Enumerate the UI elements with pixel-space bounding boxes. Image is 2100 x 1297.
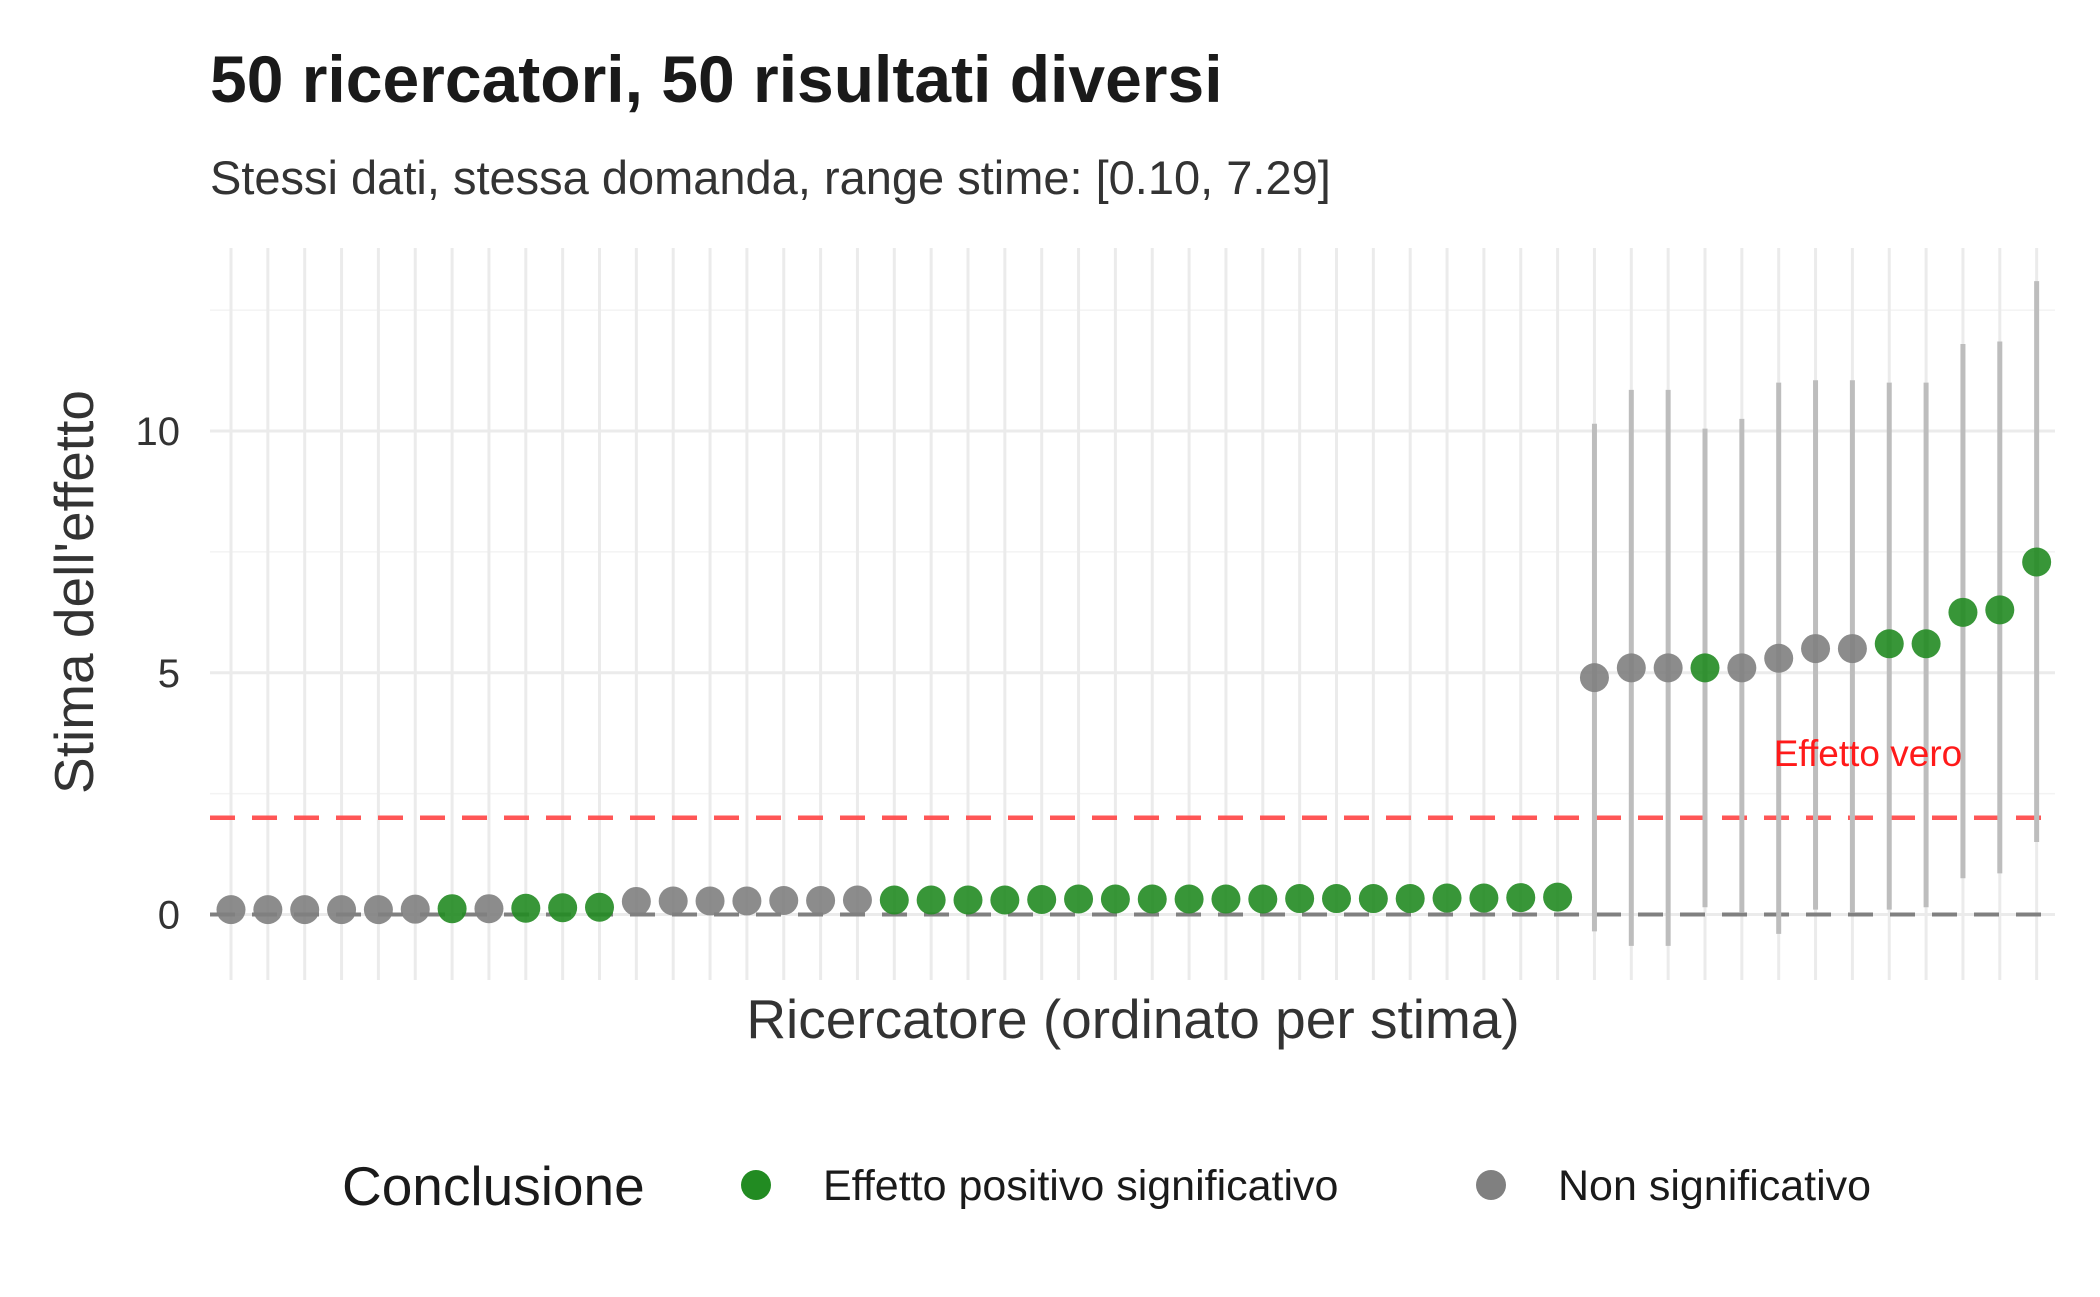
data-point [327, 895, 357, 925]
data-point [437, 894, 467, 924]
data-point [585, 892, 614, 922]
data-point [1948, 597, 1978, 627]
data-point [1727, 653, 1757, 683]
y-tick-label: 10 [136, 410, 181, 454]
data-point [1174, 884, 1204, 914]
data-point [621, 886, 651, 916]
data-point [216, 895, 246, 925]
data-point [953, 885, 983, 915]
data-point [1653, 653, 1683, 683]
data-point [1322, 884, 1351, 914]
legend-key-not-significant [1476, 1170, 1506, 1200]
data-point [769, 885, 799, 915]
data-point [1506, 883, 1536, 913]
data-point [806, 885, 836, 915]
data-point [842, 885, 872, 915]
data-point [879, 885, 909, 915]
data-point [1027, 885, 1057, 915]
legend-key-significant [741, 1170, 771, 1200]
data-points [216, 547, 2052, 925]
chart-subtitle: Stessi dati, stessa domanda, range stime… [210, 151, 1331, 204]
data-point [1137, 884, 1167, 914]
data-point [1690, 653, 1720, 683]
data-point [695, 886, 725, 916]
data-point [1911, 629, 1941, 659]
data-point [1874, 629, 1904, 659]
legend-label-significant: Effetto positivo significativo [823, 1162, 1338, 1210]
data-point [400, 894, 430, 924]
data-point [1469, 883, 1499, 913]
data-point [916, 885, 946, 915]
data-point [511, 893, 541, 923]
data-point [658, 886, 688, 916]
data-point [1100, 884, 1130, 914]
y-tick-label: 5 [158, 652, 180, 696]
y-axis-ticks: 0 5 10 [136, 410, 181, 938]
legend-title: Conclusione [342, 1155, 645, 1217]
x-axis-title: Ricercatore (ordinato per stima) [746, 988, 1519, 1050]
data-point [1985, 595, 2015, 625]
data-point [1543, 882, 1573, 912]
data-point [1432, 883, 1462, 913]
data-point [2022, 547, 2052, 577]
chart-title: 50 ricercatori, 50 risultati diversi [210, 42, 1223, 116]
data-point [1248, 884, 1278, 914]
y-axis-title: Stima dell'effetto [43, 390, 105, 794]
data-point [990, 885, 1020, 915]
data-point [1837, 634, 1867, 664]
data-point [1764, 643, 1794, 673]
data-point [1358, 884, 1388, 914]
data-point [1616, 653, 1646, 683]
data-point [1064, 884, 1094, 914]
data-point [363, 895, 393, 925]
data-point [1579, 663, 1609, 693]
data-point [1211, 884, 1241, 914]
data-point [548, 893, 578, 923]
legend: Conclusione Effetto positivo significati… [342, 1155, 1871, 1217]
data-point [474, 894, 504, 924]
data-point [732, 886, 762, 916]
y-tick-label: 0 [158, 894, 180, 938]
data-point [253, 895, 283, 925]
true-effect-annotation: Effetto vero [1774, 733, 1963, 774]
data-point [1395, 884, 1425, 914]
data-point [1801, 634, 1831, 664]
data-point [1285, 884, 1315, 914]
data-point [290, 895, 320, 925]
legend-label-not-significant: Non significativo [1558, 1162, 1871, 1210]
